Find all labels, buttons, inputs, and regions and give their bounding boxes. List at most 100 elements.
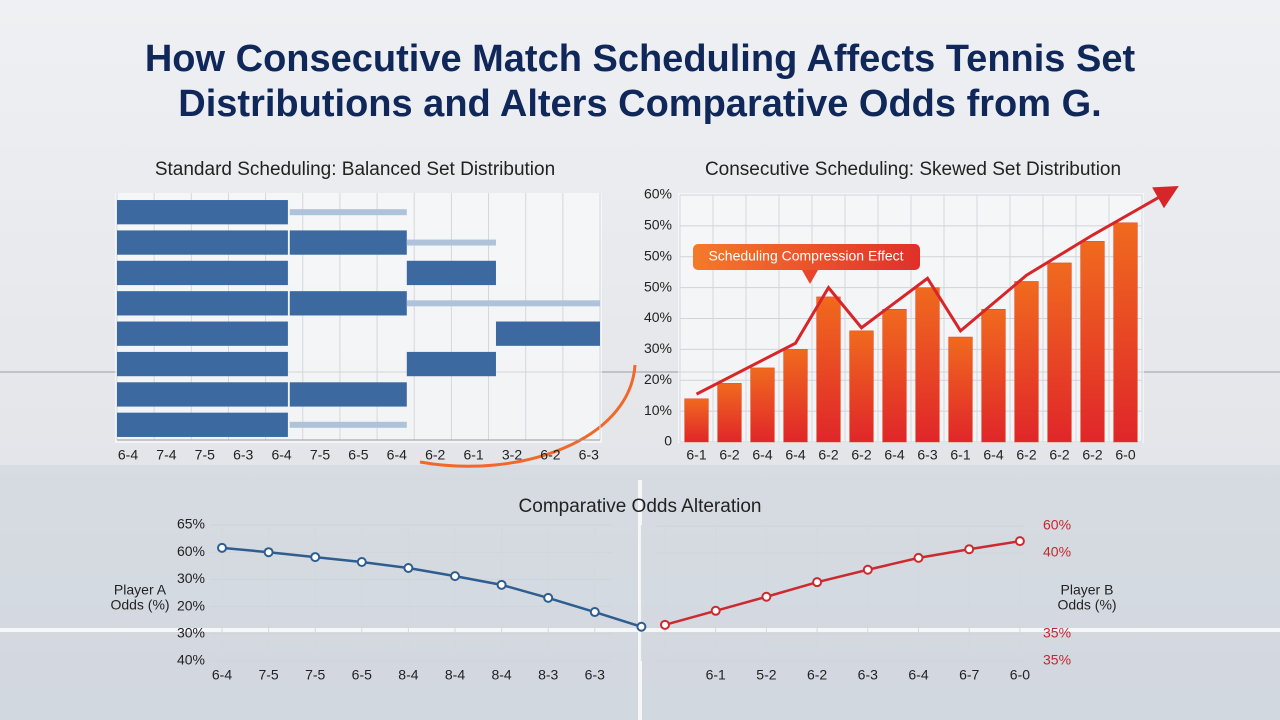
x-tick-label: 6-2 bbox=[1049, 447, 1069, 463]
x-tick-label: 3-2 bbox=[502, 447, 522, 463]
title-line: How Consecutive Match Scheduling Affects… bbox=[145, 38, 1136, 80]
bar bbox=[882, 308, 907, 443]
bar-segment bbox=[406, 351, 496, 377]
point bbox=[761, 591, 772, 602]
bar-segment bbox=[289, 421, 407, 428]
x-tick-label: 6-2 bbox=[719, 447, 739, 463]
point bbox=[964, 544, 975, 555]
point bbox=[913, 552, 924, 563]
x-tick-label: 6-4 bbox=[387, 447, 407, 463]
bar bbox=[1047, 262, 1072, 443]
x-tick-label: 8-4 bbox=[445, 667, 465, 683]
x-tick-label: 7-5 bbox=[310, 447, 330, 463]
point bbox=[356, 556, 367, 567]
point bbox=[1014, 536, 1025, 547]
x-tick-label: 6-4 bbox=[212, 667, 232, 683]
x-tick-label: 6-3 bbox=[917, 447, 937, 463]
y-tick-label: 40% bbox=[644, 309, 672, 325]
bar-segment bbox=[289, 209, 407, 216]
y-tick-label: 50% bbox=[644, 247, 672, 263]
bar-segment bbox=[289, 230, 407, 255]
y-tick-label: 60% bbox=[177, 543, 205, 559]
bar bbox=[750, 367, 775, 443]
point bbox=[310, 552, 321, 563]
x-tick-label: 7-5 bbox=[195, 447, 215, 463]
x-tick-label: 6-4 bbox=[752, 447, 772, 463]
bar-segment bbox=[495, 321, 600, 346]
y-tick-label: 65% bbox=[177, 516, 205, 532]
x-tick-label: 6-1 bbox=[686, 447, 706, 463]
bar bbox=[1014, 281, 1039, 443]
x-tick-label: 6-2 bbox=[425, 447, 445, 463]
point bbox=[217, 542, 227, 553]
x-tick-label: 6-4 bbox=[785, 447, 805, 463]
bar bbox=[915, 287, 940, 443]
point bbox=[812, 577, 823, 588]
x-tick-label: 6-2 bbox=[1016, 447, 1036, 463]
y-tick-label: 50% bbox=[644, 278, 672, 294]
bar bbox=[1113, 222, 1138, 443]
annotation: Scheduling Compression Effect bbox=[708, 248, 903, 264]
bar-segment bbox=[117, 230, 288, 255]
x-tick-label: 6-3 bbox=[858, 667, 878, 683]
x-tick-label: 6-2 bbox=[818, 447, 838, 463]
x-tick-label: 6-0 bbox=[1115, 447, 1135, 463]
x-tick-label: 6-7 bbox=[959, 667, 979, 683]
point bbox=[496, 579, 507, 590]
x-tick-label: 7-4 bbox=[156, 447, 176, 463]
bar bbox=[948, 336, 973, 443]
bar bbox=[684, 398, 709, 443]
x-tick-label: 6-1 bbox=[706, 667, 726, 683]
y-tick-label: 60% bbox=[1043, 517, 1071, 533]
y-axis-label: Player B bbox=[1061, 582, 1114, 598]
x-tick-label: 6-5 bbox=[352, 667, 372, 683]
bar-segment bbox=[117, 200, 288, 225]
point bbox=[450, 571, 460, 582]
x-tick-label: 7-5 bbox=[258, 667, 278, 683]
bar bbox=[981, 308, 1006, 443]
y-tick-label: 35% bbox=[1043, 652, 1071, 668]
y-tick-label: 40% bbox=[177, 652, 205, 668]
bar-segment bbox=[117, 382, 288, 407]
x-tick-label: 6-1 bbox=[950, 447, 970, 463]
bar bbox=[783, 349, 808, 443]
y-tick-label: 40% bbox=[1043, 544, 1071, 560]
y-tick-label: 60% bbox=[644, 186, 672, 202]
bar bbox=[816, 296, 841, 443]
point bbox=[589, 607, 600, 618]
y-tick-label: 0 bbox=[664, 433, 672, 449]
point bbox=[660, 619, 670, 630]
annotation-pointer bbox=[802, 270, 818, 284]
bar-segment bbox=[406, 239, 496, 246]
y-tick-label: 20% bbox=[644, 371, 672, 387]
bar-segment bbox=[117, 291, 288, 316]
bar-segment bbox=[406, 300, 600, 307]
chart-title: Consecutive Scheduling: Skewed Set Distr… bbox=[705, 159, 1121, 180]
point bbox=[403, 562, 414, 573]
point bbox=[862, 564, 873, 575]
line bbox=[664, 539, 1021, 627]
point bbox=[710, 605, 721, 616]
x-tick-label: 6-3 bbox=[579, 447, 599, 463]
x-tick-label: 6-4 bbox=[884, 447, 904, 463]
y-tick-label: 30% bbox=[644, 340, 672, 356]
bar-segment bbox=[117, 260, 288, 286]
x-tick-label: 6-2 bbox=[540, 447, 560, 463]
point bbox=[543, 592, 554, 603]
x-tick-label: 6-4 bbox=[118, 447, 138, 463]
x-tick-label: 6-5 bbox=[348, 447, 368, 463]
y-tick-label: 10% bbox=[644, 402, 672, 418]
x-tick-label: 6-4 bbox=[983, 447, 1003, 463]
y-tick-label: 30% bbox=[177, 570, 205, 586]
chart-title: Standard Scheduling: Balanced Set Distri… bbox=[155, 159, 555, 180]
x-tick-label: 6-4 bbox=[908, 667, 928, 683]
y-tick-label: 50% bbox=[644, 217, 672, 233]
x-tick-label: 6-3 bbox=[585, 667, 605, 683]
bar bbox=[717, 383, 742, 443]
x-tick-label: 5-2 bbox=[756, 667, 776, 683]
bar bbox=[849, 330, 874, 443]
line bbox=[221, 546, 642, 628]
x-tick-label: 6-3 bbox=[233, 447, 253, 463]
bar-segment bbox=[406, 260, 496, 286]
title-line: Distributions and Alters Comparative Odd… bbox=[178, 83, 1101, 125]
